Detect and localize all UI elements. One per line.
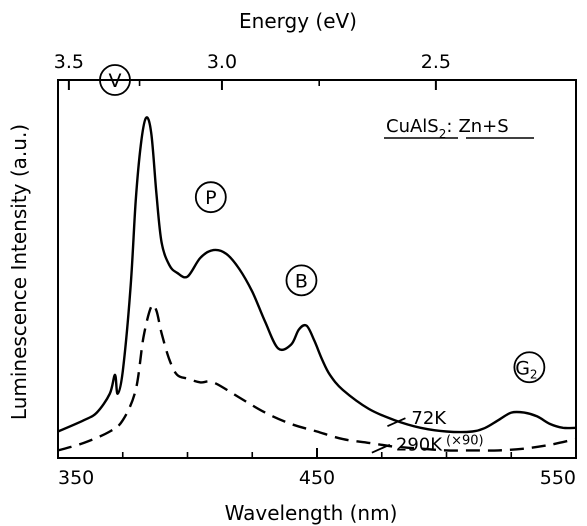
sample-formula: CuAlS xyxy=(386,116,439,137)
series-72k-line xyxy=(57,116,577,434)
peak-label-P: P xyxy=(205,187,216,209)
top-axis-title: Energy (eV) xyxy=(239,9,357,33)
x-tick-label-0: 350 xyxy=(58,467,94,489)
peak-label-subscript: 2 xyxy=(530,367,538,381)
peak-label-G: G2 xyxy=(515,357,537,381)
y-axis-title: Luminescence Intensity (a.u.) xyxy=(7,124,31,420)
peak-circle-V xyxy=(99,64,131,96)
curves-group: 72K 290K (×90) xyxy=(57,116,577,456)
peak-circle-G xyxy=(513,351,546,384)
svg-text:CuAlS2:Zn+S: CuAlS2: Zn+S xyxy=(386,116,509,141)
x-tick-label-1: 450 xyxy=(299,467,335,489)
series-label-leader-1 xyxy=(371,443,391,454)
x-tick-label-2: 550 xyxy=(540,467,576,489)
top-tick-label-2: 2.5 xyxy=(421,51,451,73)
series-label-suffix: (×90) xyxy=(446,434,484,449)
series-label-1: 290K (×90) xyxy=(396,434,484,456)
top-energy-axis: 3.5 3.0 2.5 xyxy=(54,51,451,90)
peak-label-V: V xyxy=(108,70,121,92)
series-label-0: 72K xyxy=(411,408,447,429)
peak-circle-B xyxy=(285,264,318,297)
peak-circle-P xyxy=(194,181,227,214)
series-label-leader-0 xyxy=(387,417,406,428)
peak-label-B: B xyxy=(295,270,308,292)
sample-dopant: Zn+S xyxy=(458,116,508,137)
x-axis-title: Wavelength (nm) xyxy=(225,501,398,525)
top-tick-label-1: 3.0 xyxy=(207,51,237,73)
top-tick-label-0: 3.5 xyxy=(54,51,84,73)
bottom-wavelength-axis: 350 450 550 xyxy=(57,448,577,489)
sample-label: CuAlS2: Zn+S xyxy=(384,116,534,141)
series-290k-dashed-line xyxy=(57,303,577,452)
sample-formula-subscript: 2 xyxy=(439,127,447,141)
peak-annotations: V P B G2 xyxy=(99,64,546,384)
